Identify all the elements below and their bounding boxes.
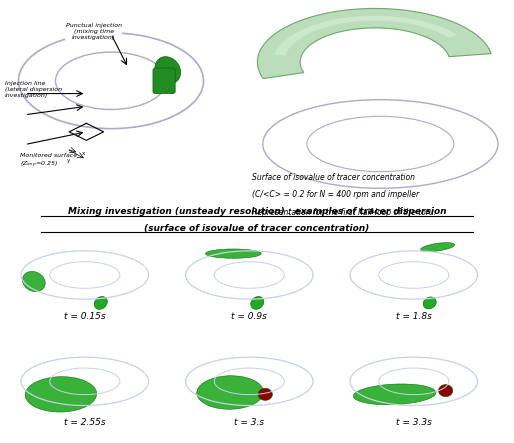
Polygon shape (258, 8, 491, 78)
Text: t = 3.3s: t = 3.3s (396, 418, 432, 427)
Text: x: x (81, 151, 85, 156)
Text: Punctual injection
(mixing time
investigation): Punctual injection (mixing time investig… (66, 23, 122, 40)
Text: Monitored surface
($Z_{imp}$=0.25): Monitored surface ($Z_{imp}$=0.25) (20, 153, 77, 170)
Ellipse shape (197, 376, 264, 409)
Ellipse shape (258, 389, 272, 400)
Text: t = 0.15s: t = 0.15s (64, 311, 105, 321)
Text: (C/<C> = 0.2 for N = 400 rpm and impeller: (C/<C> = 0.2 for N = 400 rpm and impelle… (252, 190, 419, 199)
Ellipse shape (353, 384, 436, 405)
FancyBboxPatch shape (153, 68, 175, 93)
Text: t = 0.9s: t = 0.9s (231, 311, 267, 321)
Ellipse shape (155, 57, 180, 84)
Ellipse shape (420, 243, 455, 252)
Ellipse shape (23, 272, 45, 291)
Text: t = 1.8s: t = 1.8s (396, 311, 432, 321)
Text: (surface of isovalue of tracer concentration): (surface of isovalue of tracer concentra… (144, 224, 370, 233)
Text: t = 2.55s: t = 2.55s (64, 418, 105, 427)
Text: y: y (67, 158, 70, 163)
Ellipse shape (25, 377, 97, 412)
Ellipse shape (438, 385, 453, 396)
Ellipse shape (251, 296, 264, 309)
Ellipse shape (423, 297, 436, 309)
Text: t = 3.s: t = 3.s (234, 418, 264, 427)
Text: Representation for the first half-loop of the toru:: Representation for the first half-loop o… (252, 208, 436, 217)
Ellipse shape (94, 296, 107, 309)
Ellipse shape (206, 249, 261, 258)
Text: Mixing investigation (unsteady resolution) : examples of tracer dispersion: Mixing investigation (unsteady resolutio… (68, 207, 446, 216)
Text: Surface of isovalue of tracer concentration: Surface of isovalue of tracer concentrat… (252, 173, 415, 182)
Polygon shape (274, 16, 457, 55)
Text: Injection line
(lateral dispersion
investigation): Injection line (lateral dispersion inves… (5, 81, 62, 97)
